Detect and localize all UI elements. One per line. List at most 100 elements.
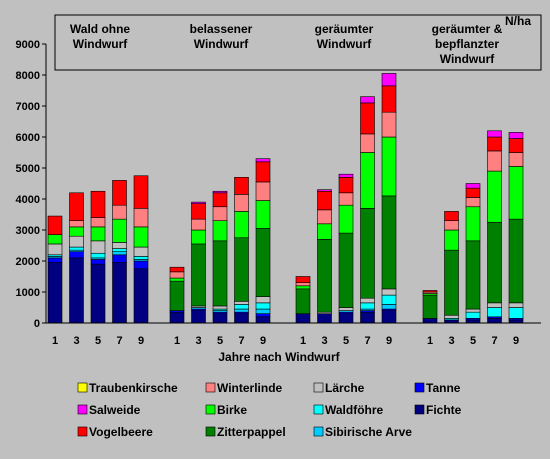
bar-segment-zitterpappel xyxy=(191,243,206,307)
bar-segment-vogelbeere xyxy=(255,161,271,183)
x-tick-label: 1 xyxy=(174,335,180,347)
bar-segment-zitterpappel xyxy=(465,240,481,310)
legend-swatch xyxy=(313,382,324,393)
x-tick-label: 5 xyxy=(95,335,101,347)
x-tick-label: 7 xyxy=(116,335,122,347)
legend-swatch xyxy=(414,404,425,415)
bar-segment-vogelbeere xyxy=(69,192,84,222)
bar-segment-fichte xyxy=(234,313,249,324)
bar-segment-vogelbeere xyxy=(487,136,502,152)
bar-segment-birke xyxy=(90,226,106,242)
bar-segment-vogelbeere xyxy=(112,180,127,206)
bar-segment-zitterpappel xyxy=(487,221,502,304)
bar-segment-l-rche xyxy=(255,296,271,304)
bar-segment-winterlinde xyxy=(381,111,397,138)
x-axis-ticks: 1 3 5 7 9 1 3 5 7 9 1 3 5 7 9 1 3 5 7 9 xyxy=(52,335,519,347)
bar-segment-zitterpappel xyxy=(508,218,524,304)
bar-segment-salweide xyxy=(487,130,502,138)
x-tick-label: 5 xyxy=(343,335,349,347)
legend-swatch xyxy=(205,382,216,393)
bar-segment-salweide xyxy=(465,183,481,189)
bar-segment-l-rche xyxy=(381,288,397,296)
bar-segment-vogelbeere xyxy=(465,187,481,198)
bar-segment-fichte xyxy=(317,313,332,324)
bar-segment-vogelbeere xyxy=(508,138,524,153)
legend-label: Tanne xyxy=(426,381,461,395)
x-tick-label: 9 xyxy=(513,335,519,347)
bar-segment-vogelbeere xyxy=(169,266,185,273)
x-tick-label: 9 xyxy=(260,335,266,347)
group-label-line: Wald ohne xyxy=(70,22,131,36)
bar-segment-fichte xyxy=(487,318,502,324)
legend-swatch xyxy=(313,404,324,415)
bar-segment-winterlinde xyxy=(465,197,481,208)
x-tick-label: 1 xyxy=(300,335,306,347)
bar-segment-vogelbeere xyxy=(212,192,228,208)
group-label: geräumter Windwurf xyxy=(315,22,374,51)
bar-segment-birke xyxy=(360,152,375,209)
y-axis-title: N/ha xyxy=(505,14,531,28)
bar-segment-fichte xyxy=(255,316,271,324)
y-tick-label: 7000 xyxy=(16,101,40,113)
group-label-line: geräumter & xyxy=(432,22,503,36)
bar-segment-l-rche xyxy=(47,243,63,256)
bar-segment-waldf-hre xyxy=(234,304,249,310)
bar-segment-sibirische-arve xyxy=(112,251,127,256)
bar-segment-zitterpappel xyxy=(444,249,459,316)
bar-segment-vogelbeere xyxy=(381,85,397,113)
bar-segment-salweide xyxy=(191,201,206,204)
y-tick-label: 2000 xyxy=(16,256,40,268)
x-tick-label: 9 xyxy=(386,335,392,347)
bar-segment-birke xyxy=(487,170,502,223)
bar-segment-winterlinde xyxy=(444,220,459,231)
bars-layer xyxy=(47,73,524,324)
bar-segment-birke xyxy=(133,226,149,248)
bar-segment-tanne xyxy=(112,254,127,263)
y-tick-label: 3000 xyxy=(16,225,40,237)
bar-segment-fichte xyxy=(191,310,206,324)
bar-segment-winterlinde xyxy=(508,152,524,167)
legend-swatch xyxy=(205,404,216,415)
bar-segment-fichte xyxy=(47,262,63,324)
bar-segment-salweide xyxy=(338,173,354,178)
bar-segment-zitterpappel xyxy=(295,288,311,314)
bar-segment-tanne xyxy=(90,259,106,265)
bar-segment-winterlinde xyxy=(169,271,185,279)
bar-segment-birke xyxy=(69,226,84,237)
bar-segment-birke xyxy=(212,220,228,242)
legend-label: Sibirische Arve xyxy=(325,425,412,439)
bar-segment-birke xyxy=(234,211,249,239)
y-tick-label: 9000 xyxy=(16,39,40,51)
bar-segment-salweide xyxy=(381,73,397,87)
bar-segment-waldf-hre xyxy=(255,302,271,310)
bar-segment-l-rche xyxy=(508,302,524,308)
x-tick-label: 1 xyxy=(52,335,58,347)
bar-segment-fichte xyxy=(338,313,354,324)
bar-segment-winterlinde xyxy=(69,220,84,228)
x-tick-label: 3 xyxy=(448,335,454,347)
bar-segment-vogelbeere xyxy=(234,177,249,195)
y-tick-label: 6000 xyxy=(16,132,40,144)
bar-segment-waldf-hre xyxy=(133,256,149,260)
x-tick-label: 7 xyxy=(491,335,497,347)
legend-swatch xyxy=(205,426,216,437)
bar-segment-zitterpappel xyxy=(381,195,397,290)
bar-segment-vogelbeere xyxy=(191,203,206,220)
legend-label: Waldföhre xyxy=(325,403,384,417)
bar-segment-tanne xyxy=(255,313,271,318)
bar-segment-fichte xyxy=(133,268,149,324)
x-tick-label: 3 xyxy=(73,335,79,347)
y-tick-label: 1000 xyxy=(16,287,40,299)
legend-label: Winterlinde xyxy=(217,381,283,395)
bar-segment-winterlinde xyxy=(212,206,228,221)
x-tick-label: 5 xyxy=(470,335,476,347)
bar-segment-l-rche xyxy=(212,305,228,310)
bar-segment-zitterpappel xyxy=(360,208,375,299)
bar-segment-l-rche xyxy=(69,235,84,248)
bar-segment-birke xyxy=(381,136,397,197)
bar-segment-l-rche xyxy=(465,308,481,313)
legend-label: Zitterpappel xyxy=(217,425,286,439)
bar-segment-sibirische-arve xyxy=(255,308,271,314)
bar-segment-sibirische-arve xyxy=(381,304,397,310)
